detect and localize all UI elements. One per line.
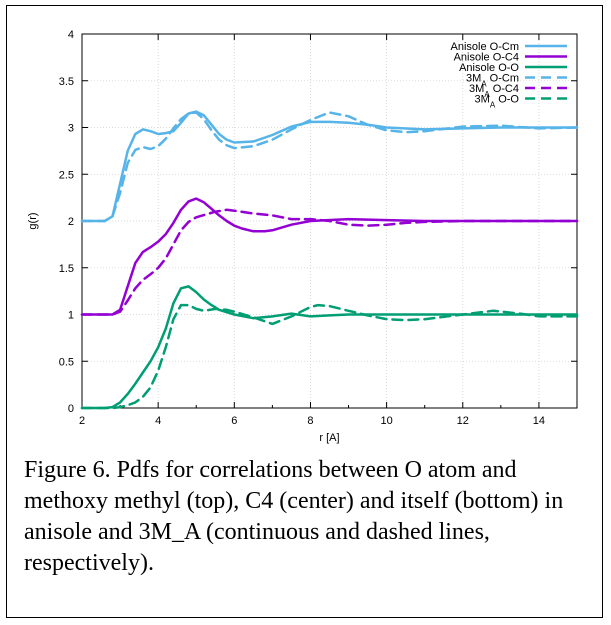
x-tick-label: 14: [533, 415, 545, 427]
y-tick-label: 1.5: [59, 263, 74, 275]
x-tick-label: 4: [155, 415, 161, 427]
legend-label: 3MA O-Cm: [466, 73, 519, 89]
legend-label: 3MA O-C4: [469, 83, 519, 99]
y-tick-label: 0: [68, 403, 74, 415]
series-line: [80, 110, 579, 223]
y-tick-label: 2.5: [59, 169, 74, 181]
legend-label: Anisole O-C4: [454, 52, 519, 64]
x-tick-label: 6: [231, 415, 237, 427]
y-axis-label: g(r): [27, 212, 39, 229]
x-axis-ticks: 2 4 6 8 10 12 14: [79, 34, 545, 427]
series-lines: [80, 110, 579, 410]
x-tick-label: 12: [457, 415, 469, 427]
legend-label: 3MA O-O: [475, 94, 520, 110]
legend-label: Anisole O-O: [459, 62, 519, 74]
y-tick-label: 4: [68, 29, 74, 41]
x-tick-label: 8: [307, 415, 313, 427]
x-axis-label: r [A]: [319, 432, 339, 444]
series-line: [80, 285, 579, 410]
x-tick-label: 10: [380, 415, 392, 427]
series-line: [80, 208, 579, 316]
y-tick-label: 1: [68, 310, 74, 322]
y-tick-label: 0.5: [59, 356, 74, 368]
series-line: [80, 303, 579, 410]
y-tick-label: 2: [68, 216, 74, 228]
y-tick-label: 3.5: [59, 76, 74, 88]
figure-caption: Figure 6. Pdfs for correlations between …: [24, 457, 564, 576]
series-line: [80, 111, 579, 223]
series-line: [80, 197, 579, 316]
x-tick-label: 2: [79, 415, 85, 427]
y-tick-label: 3: [68, 123, 74, 135]
legend-label: Anisole O-Cm: [451, 41, 519, 53]
y-axis-ticks: 0 0.5 1 1.5 2 2.5 3 3.5 4: [59, 29, 577, 415]
